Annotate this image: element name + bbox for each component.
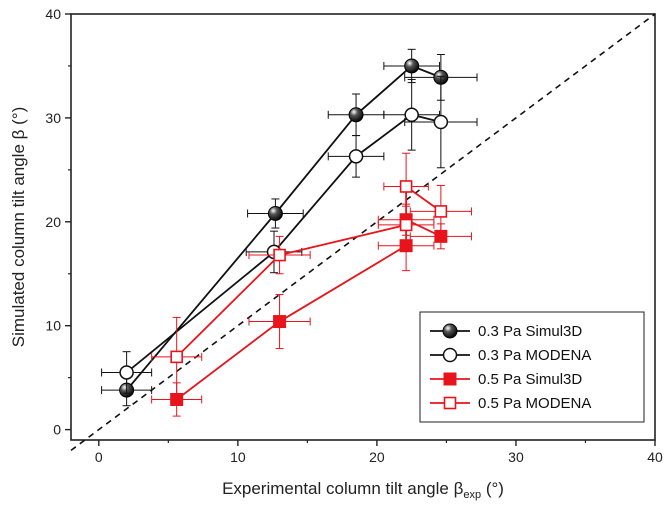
legend-label: 0.3 Pa MODENA [478,347,591,364]
axis-ticks: 0 10 20 30 40 0 10 20 30 40 [45,6,663,465]
x-tick-label: 0 [95,449,103,465]
x-axis-title-main: Experimental column tilt angle β [222,479,464,498]
series-0-3-pa-modena [101,75,478,394]
marker-open-square [443,396,457,410]
legend-entry: 0.3 Pa MODENA [430,347,591,364]
x-tick-label: 30 [508,449,524,465]
legend: 0.3 Pa Simul3D 0.3 Pa MODENA 0.5 Pa Simul3… [419,311,645,423]
y-tick-label: 0 [53,422,61,438]
marker-open-square [273,248,286,262]
y-tick-label: 10 [45,318,61,334]
x-axis-title-subscript: exp [463,489,481,501]
marker-filled-square [443,372,457,386]
marker-open-square [434,205,448,218]
marker-open-circle [348,149,364,164]
y-tick-label: 40 [45,6,61,22]
legend-entry: 0.3 Pa Simul3D [430,323,582,340]
marker-filled-circle [404,58,420,74]
marker-filled-square [273,315,287,329]
legend-entry: 0.5 Pa Simul3D [430,371,582,388]
x-axis-title-unit: (°) [481,479,504,498]
y-tick-label: 30 [45,110,61,126]
y-axis-title: Simulated column tilt angle β (°) [9,107,28,348]
marker-open-square [399,218,413,232]
series-line [126,113,442,374]
series-0-5-pa-modena [151,152,472,397]
reference-line [70,13,656,452]
x-tick-label: 20 [369,449,385,465]
plot-frame [70,13,656,441]
marker-filled-circle [267,205,283,221]
marker-open-square [170,350,183,364]
reference-line-layer [70,13,656,452]
x-tick-label: 40 [647,449,663,465]
legend-label: 0.3 Pa Simul3D [478,323,582,340]
legend-entry: 0.5 Pa MODENA [430,395,591,412]
x-tick-label: 10 [230,449,246,465]
marker-filled-circle [442,323,458,339]
marker-open-square [399,180,413,193]
marker-filled-circle [348,107,364,123]
marker-open-circle [433,114,449,130]
legend-label: 0.5 Pa Simul3D [478,371,582,388]
marker-open-circle [119,365,134,380]
series-layer [101,48,478,417]
marker-open-circle [404,107,419,123]
legend-label: 0.5 Pa MODENA [478,395,591,412]
x-axis-title: Experimental column tilt angle βexp (°) [222,479,504,501]
y-tick-label: 20 [45,214,61,230]
marker-open-circle [442,347,458,363]
